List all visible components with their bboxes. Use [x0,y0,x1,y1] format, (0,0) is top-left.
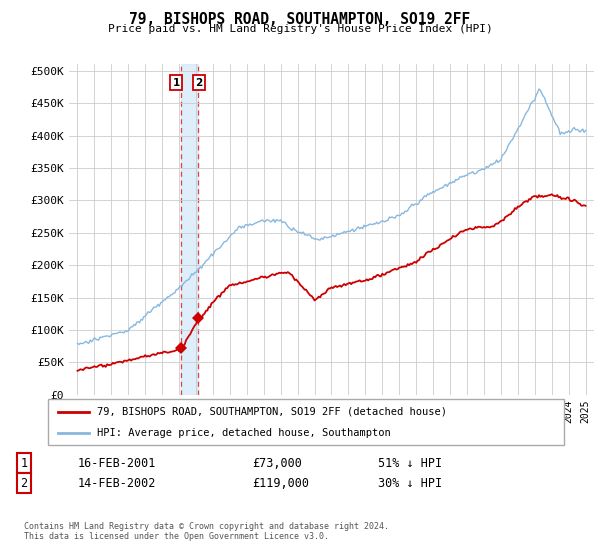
Text: £119,000: £119,000 [252,477,309,490]
Bar [181,64,198,395]
Text: 79, BISHOPS ROAD, SOUTHAMPTON, SO19 2FF: 79, BISHOPS ROAD, SOUTHAMPTON, SO19 2FF [130,12,470,27]
FancyBboxPatch shape [48,399,564,445]
Text: 2: 2 [195,78,203,87]
Text: 2: 2 [20,477,28,490]
Text: 14-FEB-2002: 14-FEB-2002 [78,477,157,490]
Text: 51% ↓ HPI: 51% ↓ HPI [378,457,442,470]
Text: 1: 1 [172,78,179,87]
Text: 30% ↓ HPI: 30% ↓ HPI [378,477,442,490]
Text: Contains HM Land Registry data © Crown copyright and database right 2024.
This d: Contains HM Land Registry data © Crown c… [24,522,389,542]
Text: 16-FEB-2001: 16-FEB-2001 [78,457,157,470]
Text: HPI: Average price, detached house, Southampton: HPI: Average price, detached house, Sout… [97,428,391,438]
Text: 1: 1 [20,457,28,470]
Text: Price paid vs. HM Land Registry's House Price Index (HPI): Price paid vs. HM Land Registry's House … [107,24,493,34]
Text: £73,000: £73,000 [252,457,302,470]
Text: 79, BISHOPS ROAD, SOUTHAMPTON, SO19 2FF (detached house): 79, BISHOPS ROAD, SOUTHAMPTON, SO19 2FF … [97,407,447,417]
